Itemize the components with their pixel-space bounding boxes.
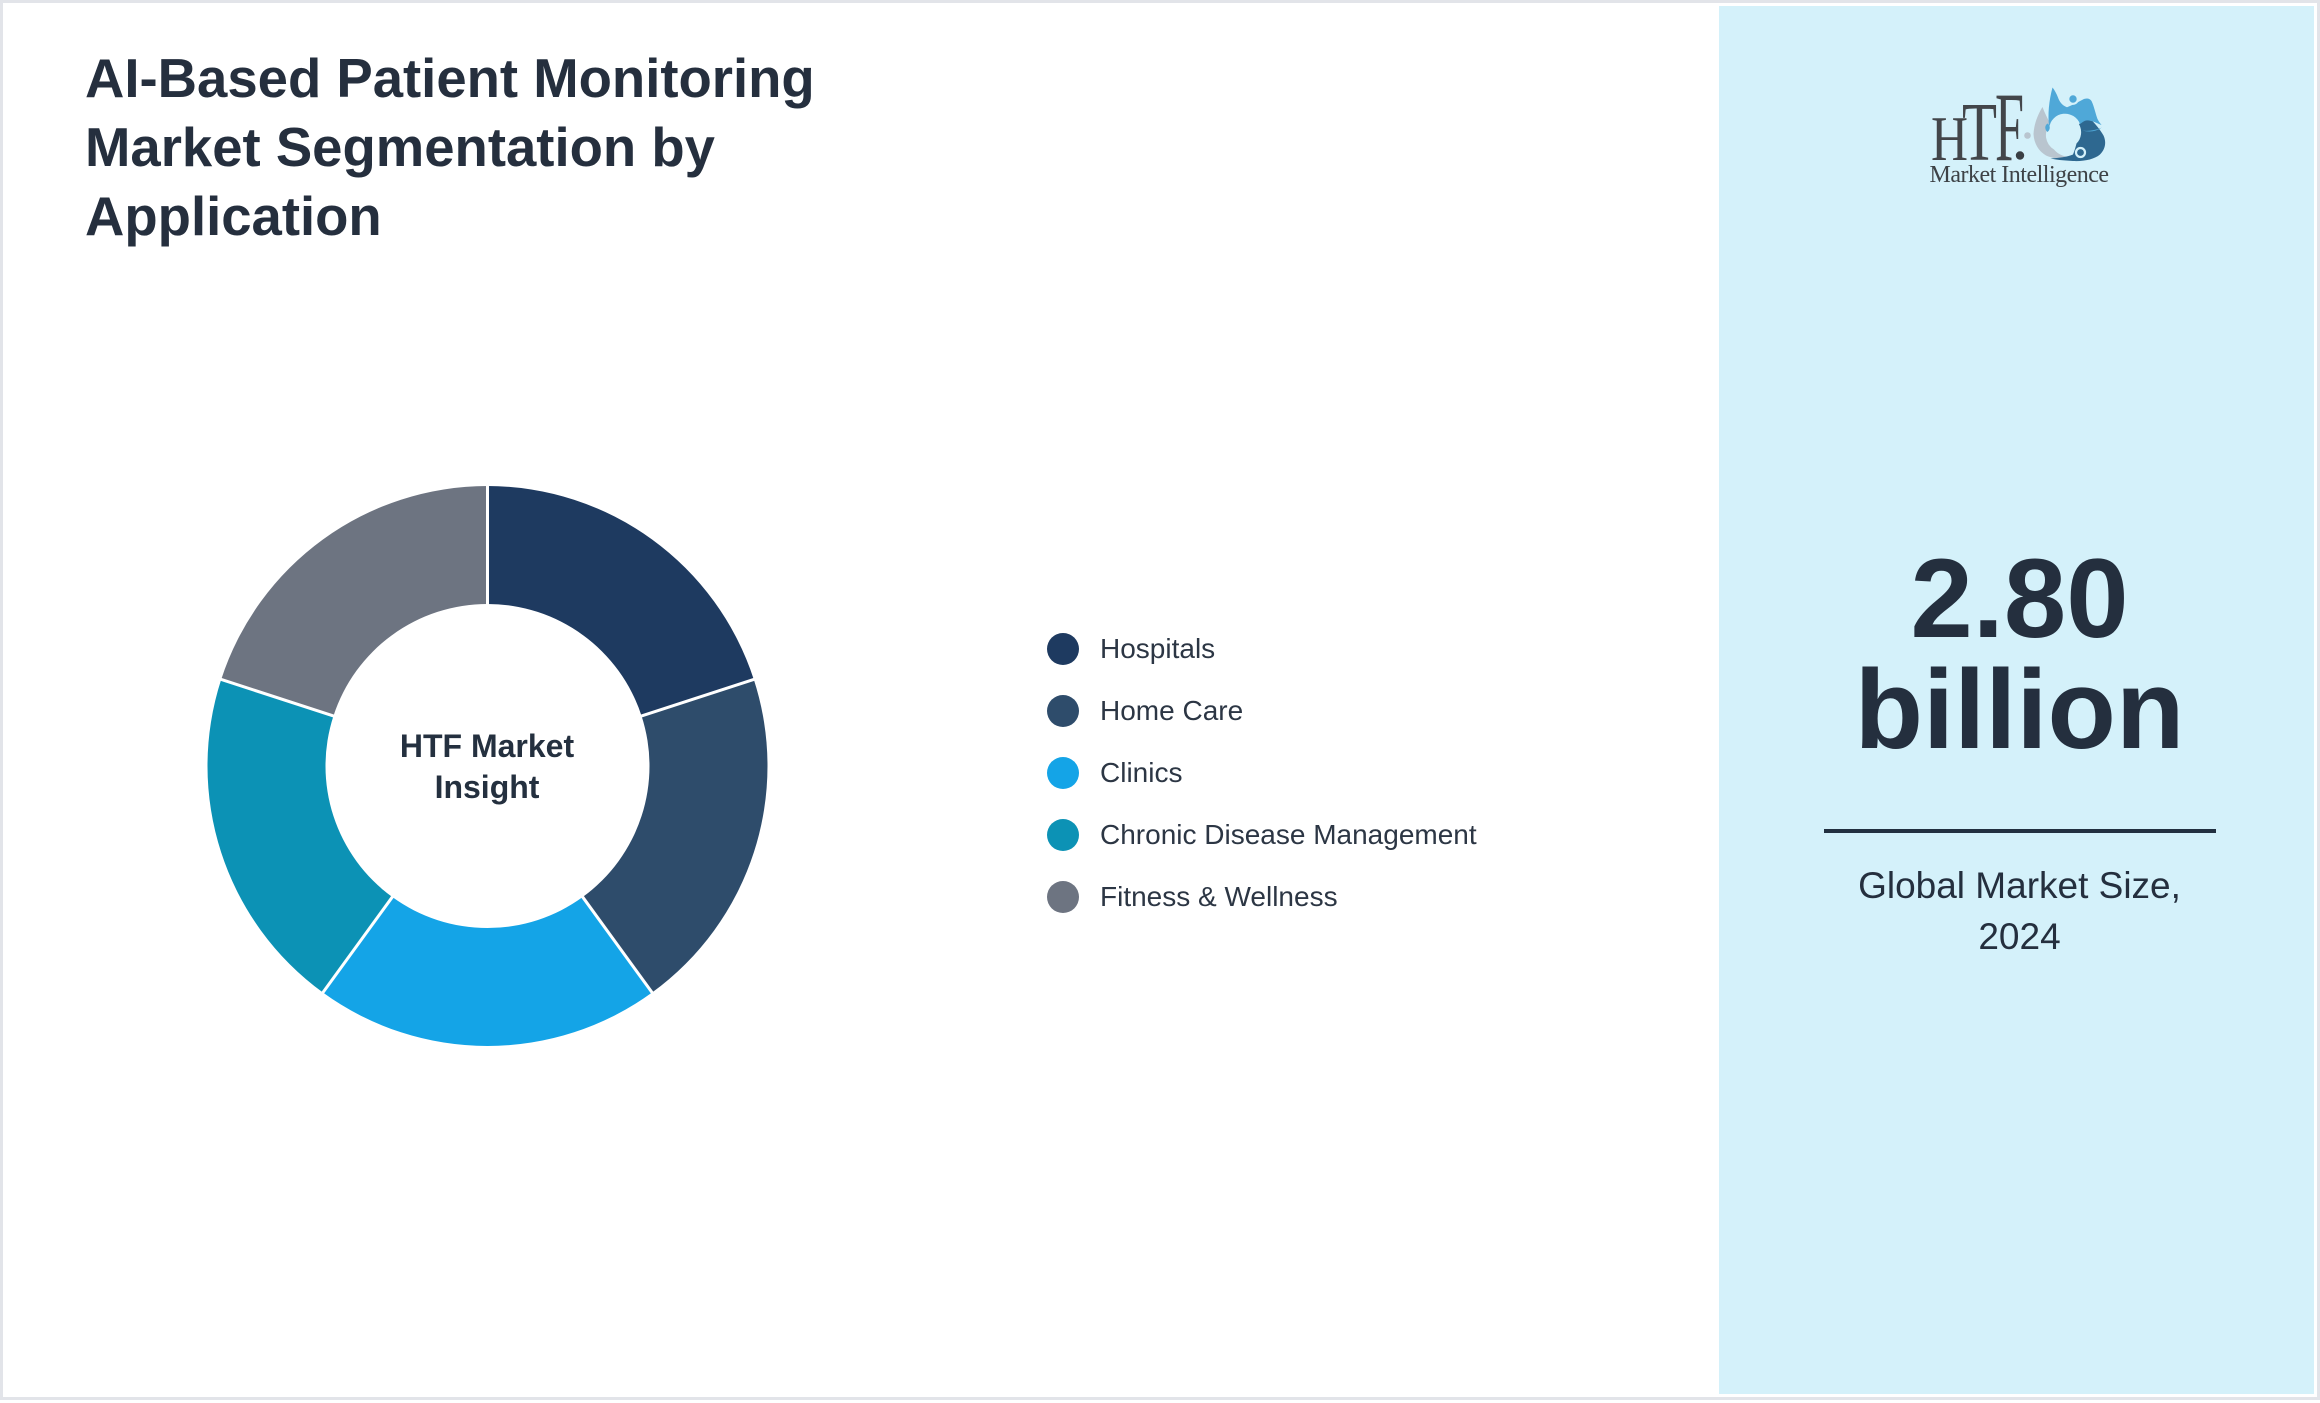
- svg-text:T: T: [1962, 86, 1997, 179]
- svg-text:F: F: [1995, 73, 2024, 182]
- svg-text:H: H: [1931, 103, 1968, 174]
- svg-text:Market Intelligence: Market Intelligence: [1930, 162, 2109, 188]
